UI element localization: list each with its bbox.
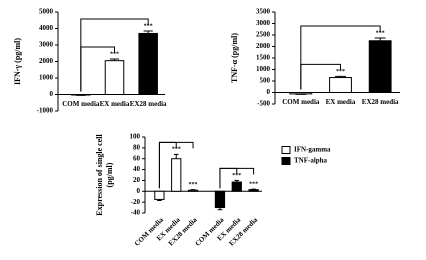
legend-label: TNF-alpha [294, 157, 328, 165]
y-tick-label: 0 [137, 187, 141, 195]
y-tick-label: 1000 [256, 65, 271, 73]
significance: *** [144, 23, 153, 29]
y-axis-title: (pg/ml) [105, 162, 114, 187]
y-tick-label: -1000 [37, 107, 54, 115]
y-tick-label: 80 [133, 143, 141, 151]
significance: *** [189, 182, 198, 188]
y-tick-label: -20 [131, 198, 141, 206]
error-bar [251, 188, 256, 190]
bar [138, 32, 158, 95]
y-tick-label: 4000 [39, 24, 54, 32]
y-tick-label: 1500 [256, 54, 271, 62]
legend-swatch [281, 146, 291, 154]
y-tick-label: 0 [50, 90, 54, 98]
y-tick-label: -40 [131, 209, 141, 217]
significance: *** [232, 173, 241, 179]
bar [231, 181, 242, 192]
bar [104, 60, 125, 95]
bracket [158, 141, 194, 189]
error-bar [157, 199, 162, 202]
bar [329, 77, 352, 94]
significance: *** [110, 51, 119, 57]
y-tick-label: 5000 [39, 8, 54, 16]
y-axis-title: IFN-γ (pg/ml) [13, 38, 22, 85]
y-tick-label: 2000 [256, 42, 271, 50]
x-tick-label: EX28 media [362, 98, 399, 106]
error-bar [109, 58, 120, 61]
x-tick-label: EX media [100, 100, 130, 108]
y-tick-label: 60 [133, 154, 141, 162]
significance: *** [376, 30, 385, 36]
y-tick-label: 40 [133, 165, 141, 173]
y-tick-label: 3000 [256, 19, 271, 27]
significance: *** [249, 181, 258, 187]
y-tick-label: -500 [257, 100, 270, 108]
x-tick-label: COM media [282, 98, 320, 106]
significance: *** [172, 147, 181, 153]
error-bar [143, 30, 153, 34]
y-tick-label: 2500 [256, 31, 271, 39]
bar [368, 40, 392, 93]
legend-swatch [281, 157, 291, 165]
bracket [300, 25, 381, 90]
bar [248, 189, 259, 192]
error-bar [335, 75, 346, 78]
y-tick-label: 0 [267, 88, 271, 96]
y-tick-label: 20 [133, 176, 141, 184]
significance: *** [336, 69, 345, 75]
y-axis-title: TNF-α (pg/ml) [230, 33, 239, 83]
y-axis-title: Expression of single cell [95, 134, 104, 216]
y-tick-label: 2000 [39, 57, 54, 65]
bar [214, 190, 226, 209]
bracket [80, 18, 149, 92]
error-bar [190, 189, 196, 191]
error-bar [374, 37, 386, 41]
bar [289, 92, 313, 95]
x-tick-label: EX28 media [130, 100, 167, 108]
y-tick-label: 3500 [256, 8, 271, 16]
y-tick-label: 3000 [39, 41, 54, 49]
error-bar [173, 153, 179, 159]
y-tick-label: 500 [260, 77, 271, 85]
bracket [219, 167, 255, 189]
error-bar [217, 207, 223, 211]
bar [187, 189, 199, 192]
x-tick-label: COM media [62, 100, 100, 108]
x-tick-label: EX media [326, 98, 356, 106]
legend-label: IFN-gamma [294, 146, 331, 154]
bar [154, 190, 165, 200]
error-bar [234, 179, 240, 183]
y-tick-label: 1000 [39, 74, 54, 82]
bar [171, 158, 182, 192]
y-tick-label: 100 [130, 133, 141, 141]
